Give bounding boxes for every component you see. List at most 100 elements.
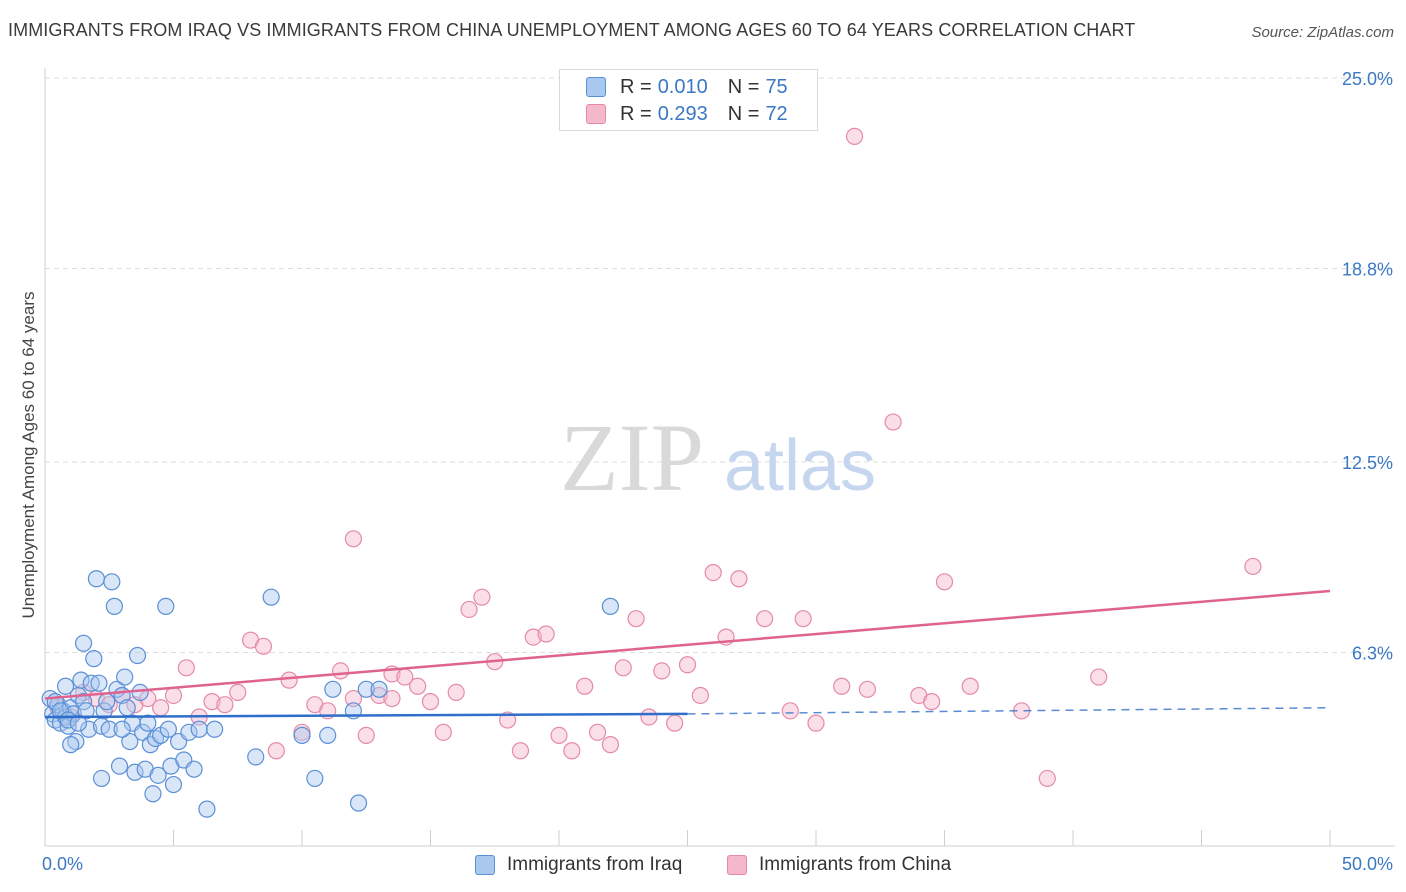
data-point [306, 769, 324, 788]
legend-r-label: R = [620, 102, 652, 125]
data-point [113, 720, 131, 738]
data-point [254, 637, 273, 655]
data-point [110, 757, 129, 775]
bottom-legend-label-china: Immigrants from China [759, 854, 952, 875]
data-point [537, 625, 555, 643]
data-point [92, 769, 111, 788]
data-point [550, 726, 568, 745]
data-point [131, 683, 149, 702]
data-point [80, 720, 98, 738]
data-point [935, 573, 954, 591]
data-point [331, 662, 350, 680]
watermark: ZIP atlas [560, 404, 876, 511]
data-point [74, 634, 93, 652]
bottom-legend-iraq: Immigrants from Iraq [475, 852, 682, 878]
data-point [730, 570, 748, 588]
y-tick-label: 25.0% [1342, 69, 1393, 89]
data-point [319, 726, 337, 745]
data-point [349, 794, 368, 812]
legend-n-label: N = [727, 102, 760, 125]
data-point [190, 720, 208, 738]
y-tick-label: 12.5% [1342, 453, 1393, 473]
legend-r-value: 0.293 [657, 102, 708, 125]
data-point [164, 775, 183, 794]
data-point [72, 671, 90, 689]
x-tick-label-min: 0.0% [42, 854, 83, 874]
legend-row-china: R = 0.293 N = 72 [586, 102, 788, 126]
data-point [383, 689, 401, 708]
data-point [370, 680, 388, 698]
data-point [588, 723, 607, 741]
data-point [56, 677, 75, 695]
legend-swatch-iraq [586, 77, 606, 97]
data-point [563, 742, 581, 760]
data-point [576, 677, 594, 695]
data-point [884, 413, 902, 431]
legend-swatch-china [586, 104, 606, 124]
data-point [434, 723, 452, 741]
data-point [666, 714, 684, 732]
source-credit: Source: ZipAtlas.com [1251, 24, 1394, 41]
data-point [653, 662, 671, 680]
data-point [344, 530, 362, 548]
gridlines [45, 77, 1395, 653]
data-point [409, 677, 427, 695]
data-point [845, 127, 864, 145]
data-point [357, 726, 375, 745]
data-point [473, 588, 491, 606]
data-point [267, 742, 285, 760]
data-point [216, 696, 234, 714]
data-point [87, 570, 106, 588]
axes [44, 68, 1395, 847]
data-point [121, 732, 139, 751]
data-point [1090, 668, 1108, 686]
data-point [511, 742, 530, 760]
data-point [1244, 557, 1262, 576]
data-point [146, 729, 165, 748]
trend-line-china [44, 589, 1331, 700]
data-point [524, 628, 542, 646]
data-point [858, 680, 877, 698]
data-point [961, 677, 979, 695]
data-point [159, 720, 177, 738]
data-point [67, 732, 85, 751]
data-point [640, 708, 658, 726]
legend-r-label: R = [620, 75, 652, 98]
bottom-legend-label-iraq: Immigrants from Iraq [507, 854, 683, 875]
data-point [678, 656, 697, 674]
series-iraq-points [41, 570, 620, 818]
trend-line-iraq-extension [687, 707, 1331, 715]
tick-labels: 6.3% 12.5% 18.8% 25.0% 0.0% 50.0% [42, 69, 1393, 874]
data-point [262, 588, 280, 606]
data-point [144, 785, 162, 803]
data-point [69, 714, 88, 732]
bottom-legend-china: Immigrants from China [727, 852, 951, 878]
watermark-atlas: atlas [724, 426, 876, 506]
data-point [203, 693, 221, 711]
data-point [105, 597, 123, 615]
data-point [77, 702, 95, 720]
data-point [164, 686, 183, 705]
data-point [923, 693, 941, 711]
data-point [755, 610, 774, 628]
data-point [833, 677, 851, 695]
data-point [152, 699, 170, 717]
x-tick-label-max: 50.0% [1342, 854, 1393, 874]
chart-title: IMMIGRANTS FROM IRAQ VS IMMIGRANTS FROM … [8, 20, 1136, 40]
data-point [807, 714, 825, 732]
legend-n-label: N = [727, 75, 760, 98]
data-point [1038, 769, 1056, 788]
data-point [614, 659, 632, 677]
data-point [185, 760, 203, 778]
y-tick-label: 18.8% [1342, 259, 1393, 279]
data-point [344, 689, 362, 708]
data-point [794, 610, 812, 628]
data-point [601, 736, 620, 754]
data-point [460, 600, 478, 619]
data-point [293, 726, 311, 745]
data-point [357, 680, 375, 698]
data-point [247, 748, 265, 766]
data-point [126, 763, 144, 781]
data-point [157, 597, 175, 615]
data-point [118, 699, 136, 717]
